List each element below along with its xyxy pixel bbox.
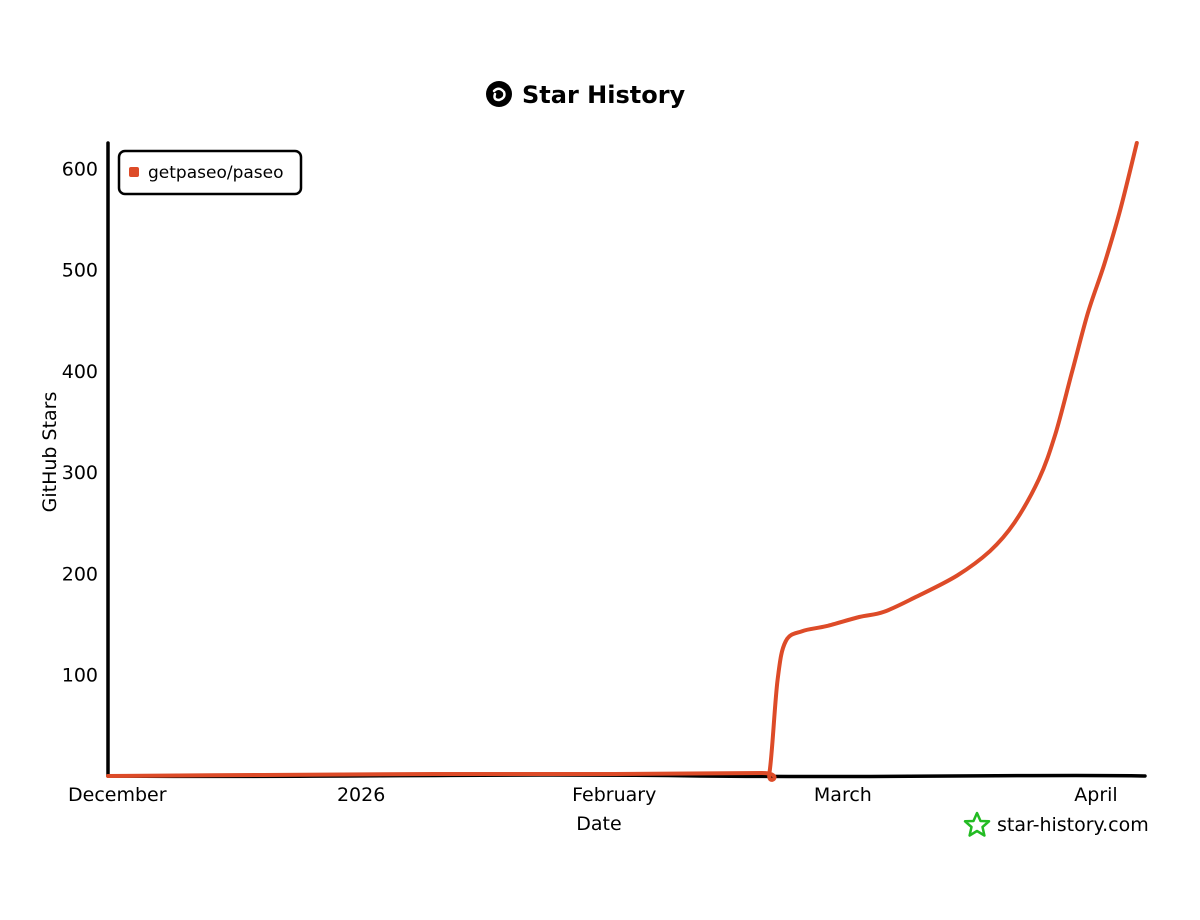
y-tick-label: 300: [62, 462, 98, 484]
star-icon: [963, 811, 991, 837]
legend-box: [117, 149, 303, 196]
x-tick-label: April: [1074, 784, 1117, 806]
legend: getpaseo/paseo: [117, 149, 303, 196]
chart-title: Star History: [486, 81, 686, 109]
y-tick-label: 400: [62, 361, 98, 383]
y-tick-label: 600: [62, 158, 98, 180]
y-tick-label: 200: [62, 563, 98, 585]
x-tick-label: December: [68, 784, 167, 806]
x-tick-label: March: [814, 784, 872, 806]
watermark[interactable]: star-history.com: [963, 811, 1149, 837]
legend-swatch: [129, 167, 139, 177]
x-tick-labels: December 2026 February March April: [68, 784, 1118, 806]
y-axis-line: [105, 141, 111, 778]
y-tick-label: 500: [62, 260, 98, 282]
legend-entry-text: getpaseo/paseo: [148, 163, 284, 183]
x-tick-label: 2026: [337, 784, 385, 806]
y-tick-labels: 100 200 300 400 500 600: [62, 158, 98, 686]
x-axis-label: Date: [576, 813, 621, 835]
y-tick-label: 100: [62, 665, 98, 687]
y-axis-label: GitHub Stars: [39, 392, 61, 513]
watermark-text: star-history.com: [997, 814, 1149, 836]
chart-title-text: Star History: [522, 81, 686, 109]
series-lines: [106, 141, 1139, 782]
series-line-0: [106, 141, 1139, 782]
x-tick-label: February: [572, 784, 656, 806]
star-history-logo-icon: [486, 81, 512, 107]
